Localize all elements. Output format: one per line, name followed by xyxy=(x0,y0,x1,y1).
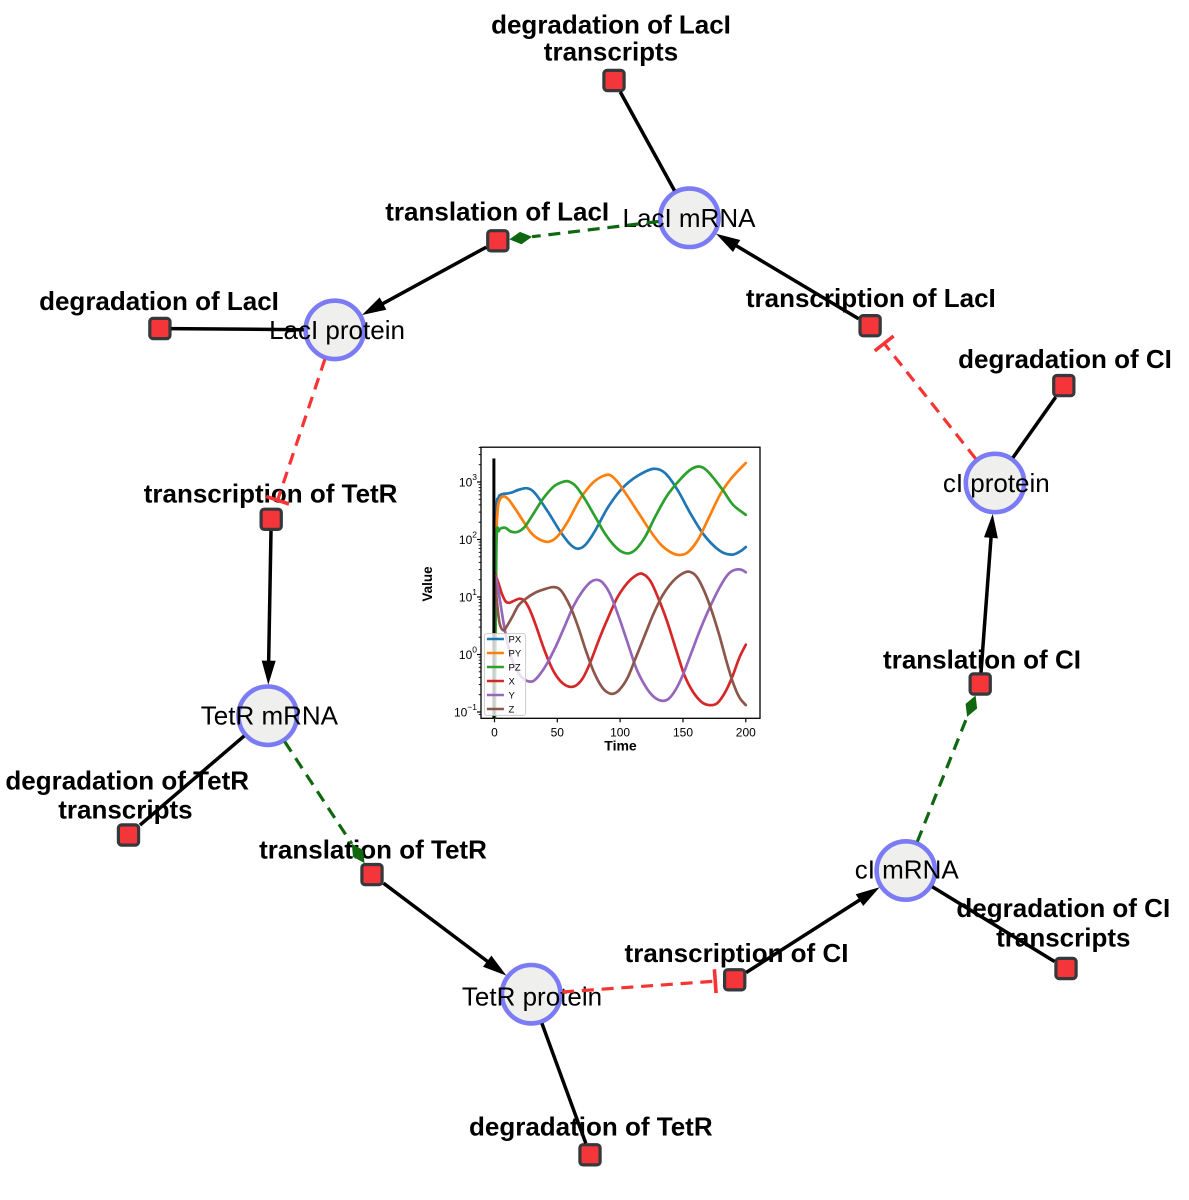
svg-text:Z: Z xyxy=(509,704,515,715)
svg-text:degradation of LacI: degradation of LacI xyxy=(39,286,279,316)
svg-text:PY: PY xyxy=(509,648,522,659)
svg-text:50: 50 xyxy=(551,725,565,739)
svg-text:TetR protein: TetR protein xyxy=(462,982,602,1012)
svg-text:LacI mRNA: LacI mRNA xyxy=(623,203,757,233)
svg-text:100: 100 xyxy=(610,725,630,739)
svg-text:transcription of CI: transcription of CI xyxy=(625,938,849,968)
svg-text:PZ: PZ xyxy=(509,662,521,673)
svg-text:X: X xyxy=(509,676,516,687)
svg-text:Time: Time xyxy=(604,737,637,753)
svg-text:Value: Value xyxy=(420,566,435,602)
svg-text:transcription of LacI: transcription of LacI xyxy=(746,283,996,313)
svg-text:0: 0 xyxy=(491,725,498,739)
svg-text:degradation of CI: degradation of CI xyxy=(956,893,1170,923)
svg-text:TetR mRNA: TetR mRNA xyxy=(201,701,339,731)
svg-text:degradation of TetR: degradation of TetR xyxy=(469,1112,713,1142)
svg-text:translation of LacI: translation of LacI xyxy=(385,197,609,227)
svg-text:degradation of LacI: degradation of LacI xyxy=(491,9,731,39)
svg-text:150: 150 xyxy=(673,725,693,739)
svg-text:cI protein: cI protein xyxy=(943,468,1050,498)
svg-text:200: 200 xyxy=(736,725,756,739)
svg-text:Y: Y xyxy=(509,690,516,701)
svg-text:degradation of CI: degradation of CI xyxy=(958,344,1172,374)
svg-text:translation of TetR: translation of TetR xyxy=(259,835,487,865)
svg-text:transcripts: transcripts xyxy=(544,37,678,67)
svg-text:cI mRNA: cI mRNA xyxy=(855,855,960,885)
svg-text:PX: PX xyxy=(509,634,522,645)
svg-text:degradation of TetR: degradation of TetR xyxy=(5,766,249,796)
svg-text:transcription of TetR: transcription of TetR xyxy=(144,479,398,509)
